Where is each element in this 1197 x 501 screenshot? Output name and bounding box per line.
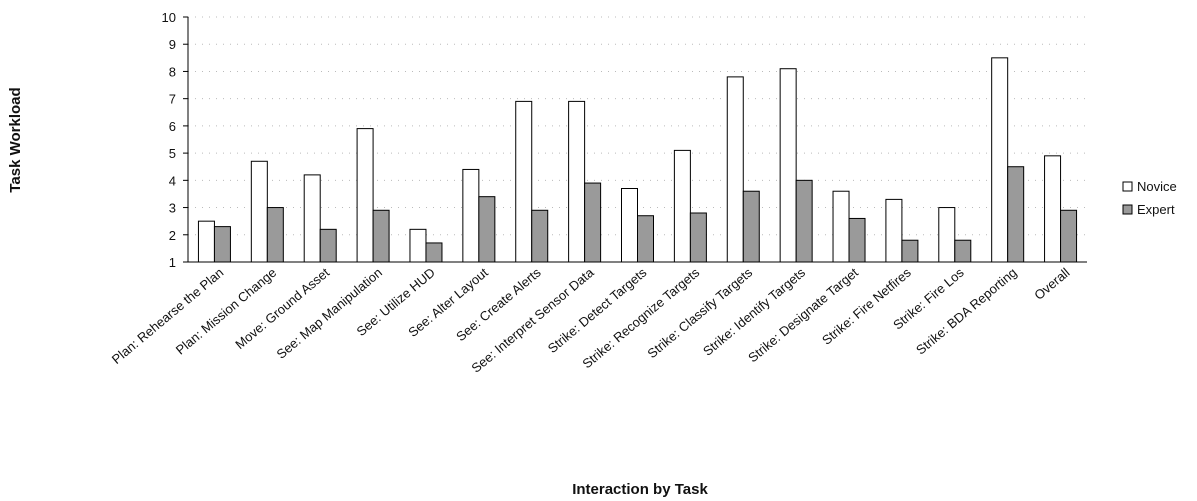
bar	[409, 228, 427, 263]
bar	[901, 239, 919, 263]
bar	[213, 226, 231, 263]
bar	[621, 188, 638, 263]
y-tick-label: 4	[169, 173, 176, 188]
y-tick-label: 10	[162, 10, 176, 25]
y-tick-label: 9	[169, 37, 176, 52]
y-tick-label: 3	[169, 201, 176, 216]
bar	[319, 228, 337, 263]
bar	[515, 100, 533, 263]
x-axis-title: Interaction by Task	[572, 481, 708, 498]
bar	[250, 160, 268, 263]
bar	[1060, 209, 1078, 263]
bar	[848, 217, 866, 263]
x-tick-label: Plan: Mission Change	[173, 265, 280, 358]
legend-label: Novice	[1137, 179, 1177, 194]
bar	[197, 220, 215, 263]
bar	[372, 209, 390, 263]
x-tick-label: Strike: Fire Netfires	[819, 264, 914, 347]
bar	[991, 57, 1009, 263]
bar	[673, 149, 691, 263]
bar	[938, 207, 956, 263]
bar	[885, 198, 903, 263]
bar	[425, 242, 443, 263]
bar	[584, 182, 602, 263]
bar	[1007, 166, 1025, 263]
bar	[568, 100, 586, 263]
legend-swatch	[1122, 204, 1133, 215]
bar	[689, 212, 707, 263]
x-tick-label: See: Map Manipulation	[274, 265, 386, 362]
bar	[303, 174, 321, 263]
legend-label: Expert	[1137, 202, 1175, 217]
bar	[266, 207, 284, 263]
y-tick-label: 5	[169, 146, 176, 161]
y-tick-label: 7	[169, 92, 176, 107]
legend-swatch	[1122, 181, 1133, 192]
bar	[726, 76, 744, 263]
y-tick-label: 6	[169, 119, 176, 134]
bar	[954, 239, 972, 263]
bar	[795, 179, 813, 263]
bar	[1044, 155, 1062, 263]
bar	[462, 168, 480, 263]
bar	[832, 190, 850, 263]
y-tick-label: 8	[169, 64, 176, 79]
y-tick-label: 2	[169, 228, 176, 243]
x-tick-label: Overall	[1031, 265, 1072, 303]
x-tick-label: Strike: Identify Targets	[700, 264, 808, 358]
x-tick-label: Strike: Detect Targets	[545, 264, 650, 356]
bar	[531, 209, 549, 263]
bar	[478, 196, 496, 263]
x-tick-label: Strike: BDA Reporting	[913, 265, 1020, 358]
bar	[637, 215, 654, 263]
bar	[742, 190, 760, 263]
x-tick-label: Move: Ground Asset	[232, 265, 332, 352]
bar	[779, 68, 797, 263]
bar	[356, 128, 374, 263]
y-tick-label: 1	[169, 255, 176, 270]
y-axis-title: Task Workload	[7, 87, 24, 192]
